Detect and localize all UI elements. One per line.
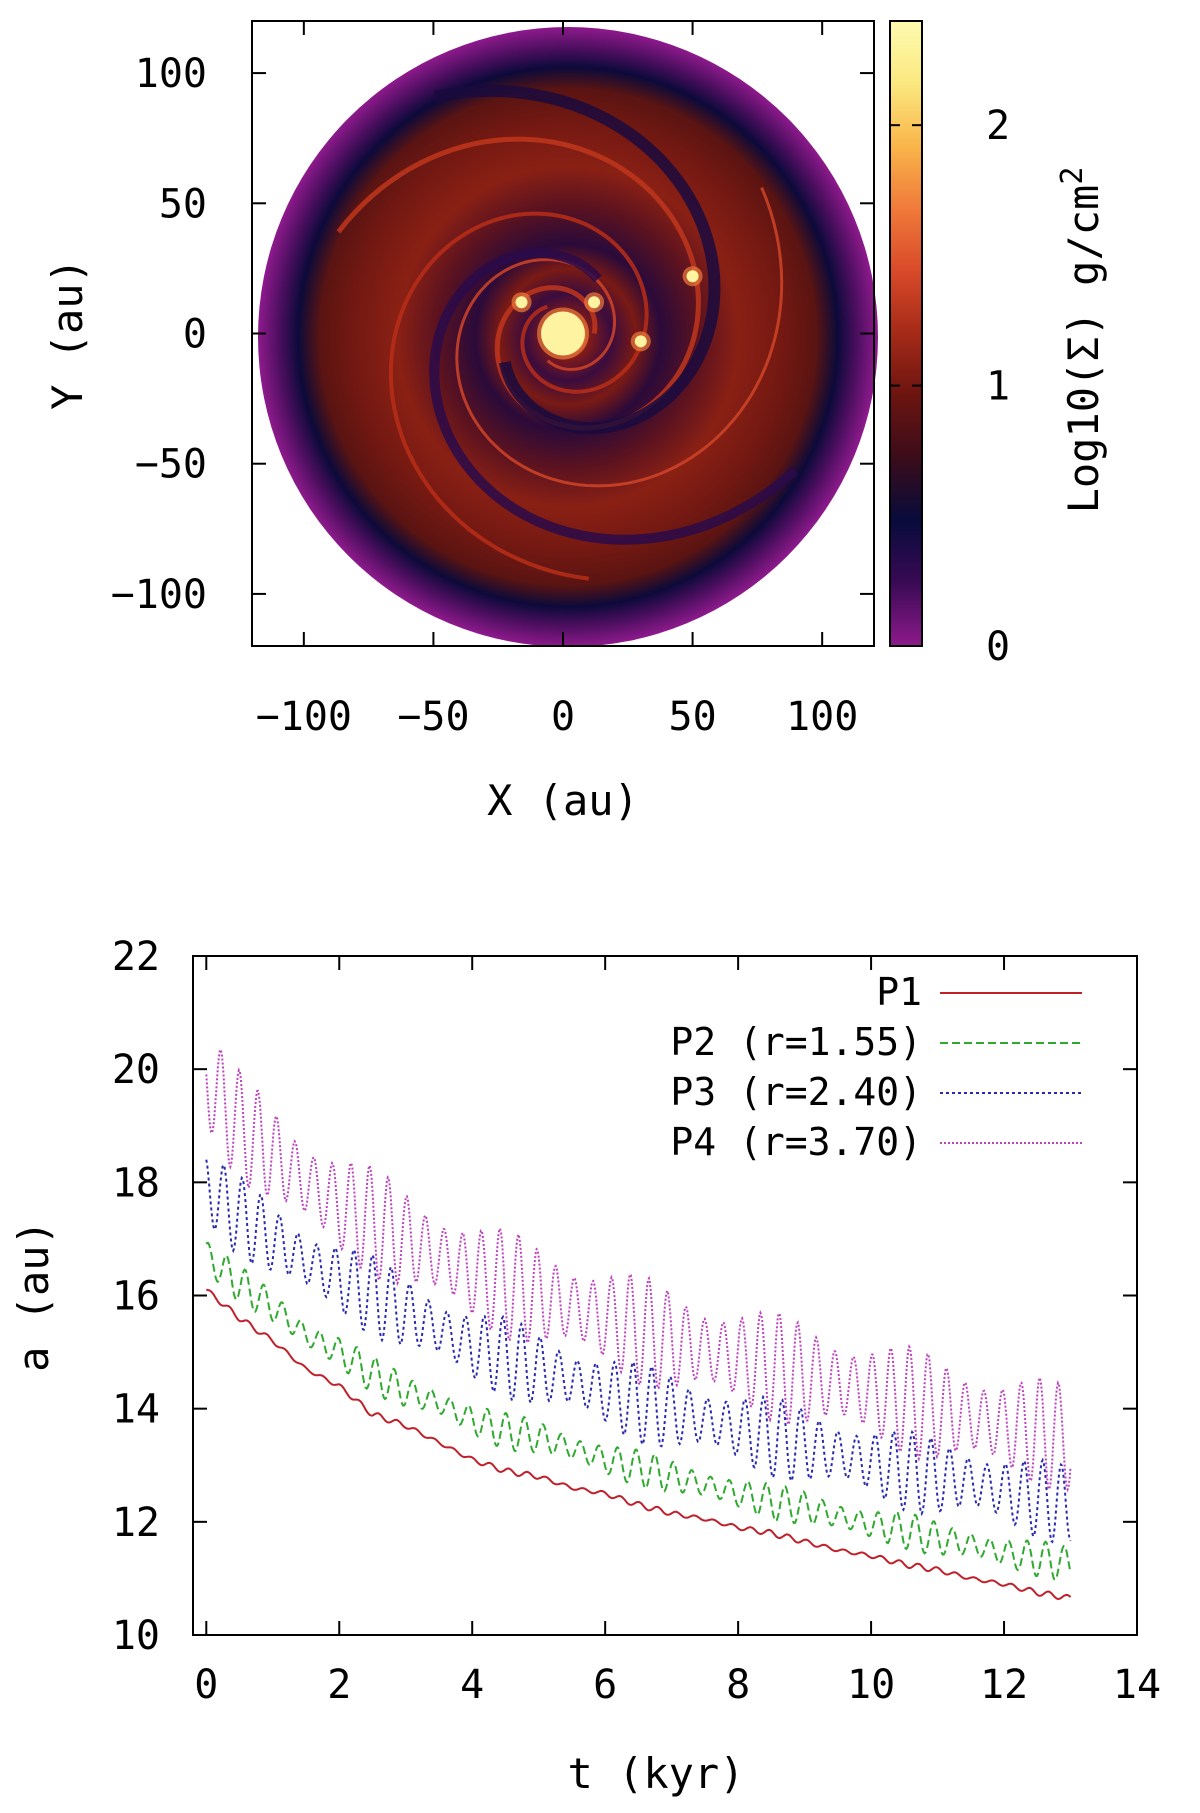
series-line-3 (205, 1159, 1072, 1544)
line-y-tick-label: 18 (112, 1160, 160, 1206)
line-y-tick-label: 22 (112, 934, 160, 980)
map-x-tick-label: −100 (256, 694, 352, 740)
colorbar-title-superscript: 2 (1055, 167, 1090, 185)
map-y-tick-label: 0 (183, 312, 207, 358)
line-y-tick-label: 14 (112, 1387, 160, 1433)
line-x-tick-label: 6 (593, 1662, 617, 1708)
line-x-tick-label: 2 (327, 1662, 351, 1708)
line-y-tick-label: 10 (112, 1613, 160, 1659)
series-line-1 (206, 1288, 1072, 1601)
series-line-4 (205, 1047, 1072, 1493)
map-y-axis-title: Y (au) (43, 258, 92, 410)
line-x-axis-title: t (kyr) (567, 1749, 744, 1798)
line-x-tick-label: 10 (847, 1662, 895, 1708)
series-layer (205, 1047, 1072, 1601)
map-x-tick-labels: −100 −50 0 50 100 (256, 694, 859, 740)
colorbar-ticks: 2 1 0 (890, 103, 1010, 670)
line-x-tick-label: 8 (726, 1662, 750, 1708)
spiral-arms (336, 84, 799, 581)
fragment-clump (634, 335, 647, 348)
line-y-axis-title: a (au) (9, 1220, 58, 1372)
map-y-tick-label: −100 (111, 572, 207, 618)
line-x-tick-label: 14 (1113, 1662, 1161, 1708)
map-x-tick-label: 100 (786, 694, 858, 740)
spiral-arm (388, 211, 649, 581)
central-star-clump (541, 311, 585, 356)
line-y-tick-label: 20 (112, 1047, 160, 1093)
line-plot-ticks (193, 955, 1138, 1636)
map-x-axis-title: X (au) (487, 776, 639, 825)
colorbar-tick-label: 2 (986, 103, 1010, 149)
map-x-tick-label: 0 (551, 694, 575, 740)
fragment-clump (686, 270, 699, 283)
semi-major-axis-panel: 0 2 4 6 8 10 12 14 22 20 18 16 14 12 10 P1 P2 (r=1.55)… (9, 934, 1161, 1798)
fragment-clump (515, 296, 528, 309)
line-plot-frame (192, 955, 1138, 1636)
colorbar-tick-label: 1 (986, 364, 1010, 410)
map-y-tick-label: −50 (135, 442, 207, 488)
line-x-tick-label: 4 (460, 1662, 484, 1708)
clumps-layer (511, 266, 703, 360)
legend-label: P3 (r=2.40) (670, 1070, 922, 1114)
legend-label: P4 (r=3.70) (670, 1120, 922, 1164)
colorbar (889, 20, 923, 647)
map-y-tick-label: 100 (135, 51, 207, 97)
fragment-clump (588, 296, 601, 309)
colorbar-title-text: Log10(Σ) g/cm (1059, 185, 1108, 514)
line-x-tick-label: 12 (980, 1662, 1028, 1708)
colorbar-tick-label: 0 (986, 624, 1010, 670)
map-y-tick-label: 50 (159, 181, 207, 227)
line-plot-x-tick-labels: 0 2 4 6 8 10 12 14 (194, 1662, 1161, 1708)
legend-label: P1 (876, 970, 922, 1014)
line-plot-y-tick-labels: 22 20 18 16 14 12 10 (112, 934, 160, 1659)
series-line-2 (205, 1241, 1072, 1582)
spiral-arm (433, 84, 721, 435)
line-y-tick-label: 16 (112, 1274, 160, 1320)
map-y-tick-labels: 100 50 0 −50 −100 (111, 51, 207, 618)
line-x-tick-label: 0 (194, 1662, 218, 1708)
map-x-tick-label: 50 (668, 694, 716, 740)
spiral-arm (429, 248, 799, 545)
line-y-tick-label: 12 (112, 1500, 160, 1546)
spiral-arm (455, 187, 784, 488)
density-map-panel: −100 −50 0 50 100 100 50 0 −50 −100 X (au) Y (au… (43, 20, 1108, 825)
legend-label: P2 (r=1.55) (670, 1020, 922, 1064)
legend: P1 P2 (r=1.55) P3 (r=2.40) P4 (r=3.70) (670, 970, 1082, 1164)
map-ticks (252, 21, 874, 646)
colorbar-title: Log10(Σ) g/cm2 (1055, 167, 1108, 514)
map-x-tick-label: −50 (397, 694, 469, 740)
